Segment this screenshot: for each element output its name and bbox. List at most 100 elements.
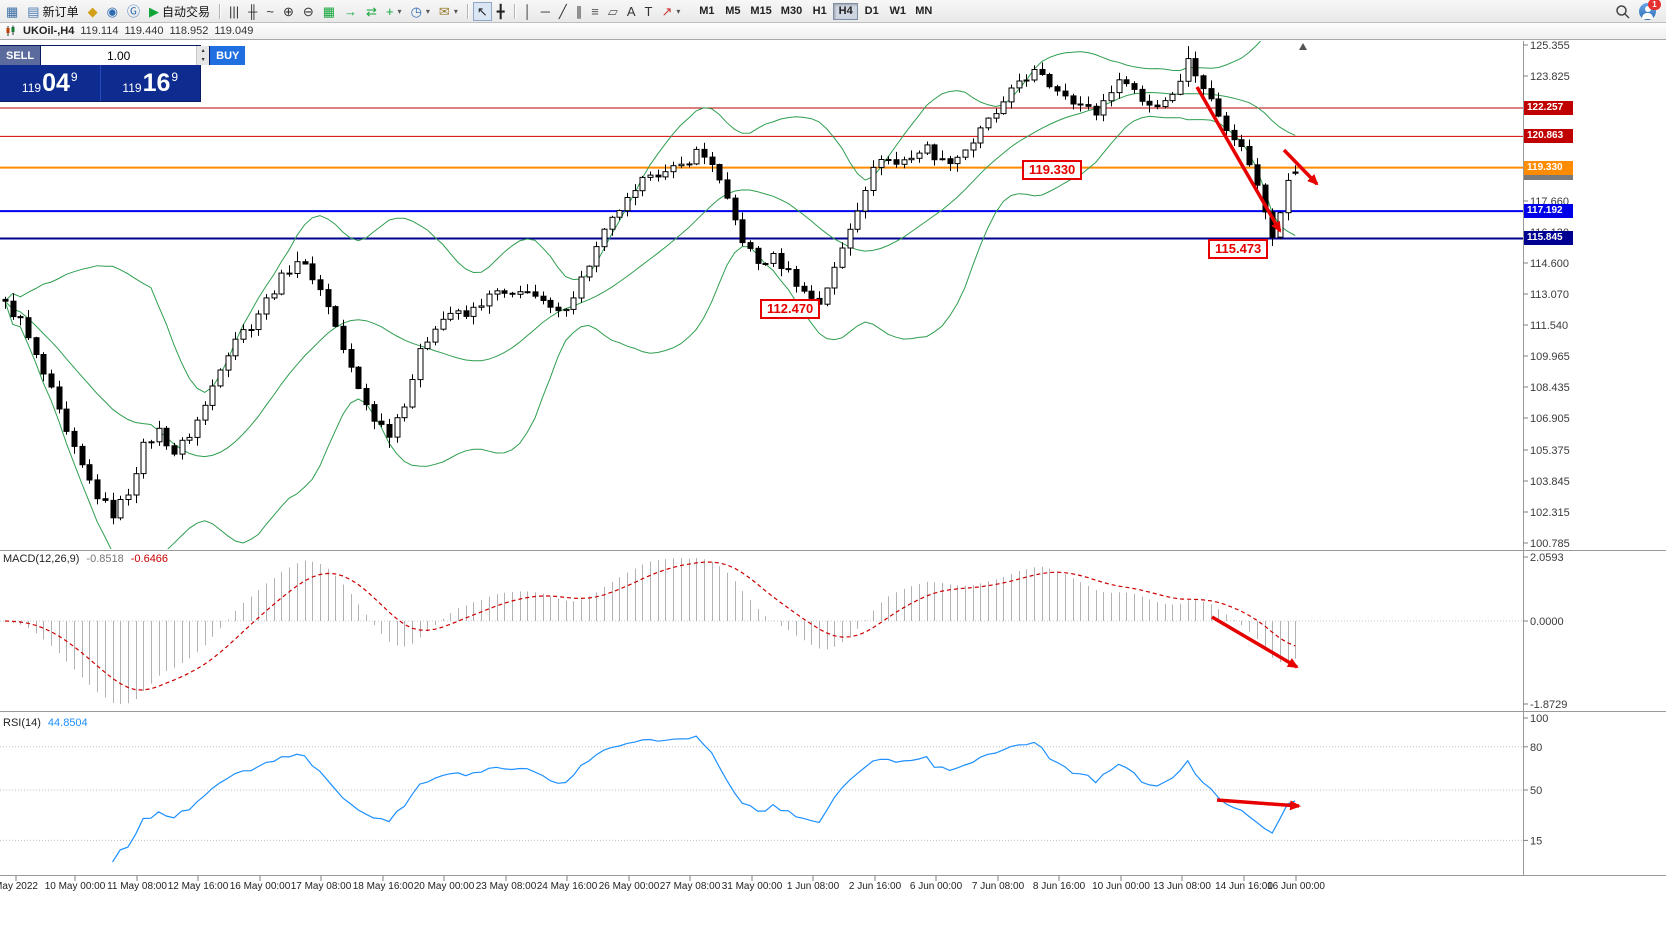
toolbar-separator: [513, 3, 515, 19]
templates-dropdown-icon[interactable]: ▾: [453, 6, 458, 16]
new-order-button[interactable]: ▤ 新订单: [23, 2, 82, 21]
fibonacci-button[interactable]: ≡: [587, 2, 603, 21]
indicators-button[interactable]: + ▾: [382, 2, 406, 21]
vertical-line-button[interactable]: │: [520, 2, 536, 21]
line-chart-icon: ~: [266, 3, 274, 19]
notification-badge: 1: [1648, 0, 1661, 10]
ohlc-close: 119.049: [214, 25, 254, 37]
zoom-out-button[interactable]: ⊖: [299, 2, 318, 21]
arrows-button[interactable]: ↗ ▾: [657, 2, 684, 21]
chart-canvas[interactable]: 125.355123.825117.660116.130114.600113.0…: [0, 40, 1666, 944]
search-icon[interactable]: [1615, 4, 1630, 19]
arrows-dropdown-icon[interactable]: ▾: [676, 6, 681, 16]
toolbar-right: 1: [1615, 0, 1664, 20]
community-button[interactable]: Ⓖ: [123, 2, 144, 21]
toolbar-groups: ▦ ▤ 新订单 ◆ ◉ Ⓖ ▶ 自动交易 ||| ╫ ~ ⊕ ⊖ ▦ → ⇄ + ▾ ◷ ▾ ✉ ▾ ↖ ╋ │ ─ ╱ ∥ ≡ ▱ A T ↗…: [2, 1, 684, 21]
svg-text:8 Jun 16:00: 8 Jun 16:00: [1033, 881, 1086, 892]
auto-scroll-icon: →: [344, 3, 358, 19]
trendline-button[interactable]: ╱: [555, 2, 571, 21]
timeframe-mn-button[interactable]: MN: [911, 3, 936, 20]
buy-price-big: 16: [142, 68, 171, 97]
fibonacci-icon: ≡: [591, 3, 599, 19]
zoom-in-button[interactable]: ⊕: [279, 2, 298, 21]
chart-shift-button[interactable]: ⇄: [362, 2, 381, 21]
volume-down-button[interactable]: ▾: [196, 55, 210, 65]
macd-panel: [0, 558, 1523, 704]
volume-control: ▴ ▾: [40, 46, 211, 65]
indicators-icon: +: [385, 3, 394, 19]
templates-button[interactable]: ✉ ▾: [435, 2, 462, 21]
svg-text:10 Jun 00:00: 10 Jun 00:00: [1092, 881, 1150, 892]
svg-text:12 May 16:00: 12 May 16:00: [168, 881, 229, 892]
channel-button[interactable]: ∥: [572, 2, 587, 21]
chart-area[interactable]: 125.355123.825117.660116.130114.600113.0…: [0, 40, 1666, 944]
svg-text:16 May 00:00: 16 May 00:00: [230, 881, 291, 892]
announcement-button[interactable]: ◆: [84, 2, 102, 21]
svg-text:113.070: 113.070: [1530, 289, 1569, 301]
trendline-icon: ╱: [558, 3, 567, 19]
crosshair-button[interactable]: ╋: [493, 2, 509, 21]
timeframe-h4-button[interactable]: H4: [833, 2, 859, 20]
bar-chart-icon: |||: [228, 3, 240, 19]
chart-title-bar: UKOil-,H4 119.114 119.440 118.952 119.04…: [0, 23, 1666, 40]
macd-signal-value: -0.6466: [130, 553, 169, 565]
avatar-body: [1642, 12, 1653, 19]
svg-text:100.785: 100.785: [1530, 538, 1570, 550]
timeframe-h1-button[interactable]: H1: [807, 3, 832, 20]
sell-price-sup: 9: [70, 70, 78, 84]
svg-text:100: 100: [1530, 713, 1548, 725]
buy-button[interactable]: BUY: [210, 46, 246, 65]
volume-spinner: ▴ ▾: [196, 46, 210, 65]
price-scale[interactable]: 125.355123.825117.660116.130114.600113.0…: [1523, 40, 1570, 550]
svg-text:31 May 00:00: 31 May 00:00: [722, 881, 783, 892]
toolbar-separator: [218, 3, 220, 19]
sell-button[interactable]: SELL: [0, 46, 41, 65]
timeframe-m1-button[interactable]: M1: [694, 3, 719, 20]
timeframe-d1-button[interactable]: D1: [859, 3, 884, 20]
text-icon: A: [626, 3, 636, 19]
new-order-icon: ▤: [27, 3, 40, 19]
periods-dropdown-icon[interactable]: ▾: [425, 6, 430, 16]
candlestick-chart-button[interactable]: ╫: [244, 2, 261, 21]
svg-text:14 Jun 16:00: 14 Jun 16:00: [1215, 881, 1273, 892]
volume-up-button[interactable]: ▴: [196, 46, 210, 56]
periods-button[interactable]: ◷ ▾: [407, 2, 434, 21]
chart-shift-icon: ⇄: [366, 3, 377, 19]
cursor-button[interactable]: ↖: [472, 1, 492, 21]
autotrading-icon: ▶: [148, 3, 159, 19]
sell-price-button[interactable]: 119 04 9: [0, 65, 100, 101]
bar-chart-button[interactable]: |||: [225, 2, 243, 21]
chart-shift-marker: [1299, 43, 1307, 50]
chart-frame: [0, 41, 1666, 876]
new-chart-button[interactable]: ▦: [2, 2, 22, 21]
auto-scroll-button[interactable]: →: [340, 2, 361, 21]
text-button[interactable]: A: [623, 2, 640, 21]
rsi-header: RSI(14) 44.8504: [3, 717, 88, 729]
community-avatar[interactable]: 1: [1639, 0, 1661, 20]
buy-price-button[interactable]: 119 16 9: [99, 65, 201, 101]
candles: [2, 46, 1299, 525]
market-icon: ◉: [106, 3, 118, 19]
shapes-button[interactable]: ▱: [604, 2, 622, 21]
buy-price-sup: 9: [171, 70, 179, 84]
indicators-dropdown-icon[interactable]: ▾: [397, 6, 402, 16]
periods-icon: ◷: [410, 3, 422, 19]
timeframe-m30-button[interactable]: M30: [777, 3, 806, 20]
volume-input[interactable]: [41, 46, 197, 65]
svg-text:105.375: 105.375: [1530, 445, 1570, 457]
line-chart-button[interactable]: ~: [262, 2, 278, 21]
autotrading-button[interactable]: ▶ 自动交易: [145, 2, 214, 21]
market-button[interactable]: ◉: [103, 2, 122, 21]
cursor-icon: ↖: [476, 3, 488, 19]
svg-text:0.0000: 0.0000: [1530, 616, 1564, 628]
horizontal-line-icon: ─: [540, 3, 550, 19]
timeframe-w1-button[interactable]: W1: [885, 3, 910, 20]
tile-windows-button[interactable]: ▦: [319, 2, 339, 21]
label-button[interactable]: T: [641, 2, 657, 21]
price-line-label: 119.330: [1524, 161, 1573, 175]
timeframe-m5-button[interactable]: M5: [720, 3, 745, 20]
timeframe-m15-button[interactable]: M15: [746, 3, 775, 20]
horizontal-line-button[interactable]: ─: [537, 2, 554, 21]
svg-text:109.965: 109.965: [1530, 351, 1570, 363]
